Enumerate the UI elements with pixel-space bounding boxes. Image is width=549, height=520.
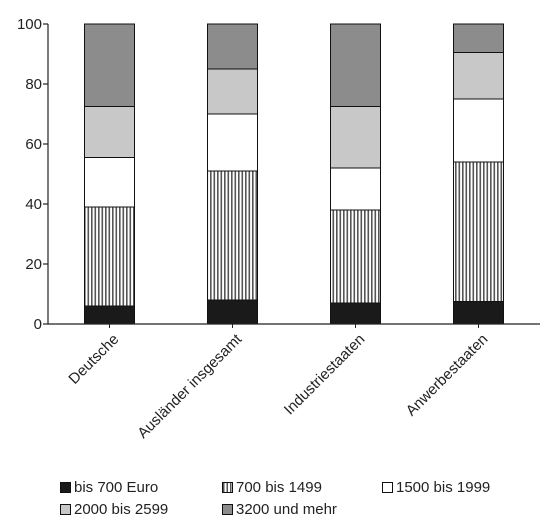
bar-industriestaaten-3200-und-mehr: [330, 23, 381, 107]
bar-deutsche-bis-700-euro: [84, 305, 135, 325]
bar-deutsche-1500-bis-1999: [84, 157, 135, 208]
legend-label-700-1499: 700 bis 1499: [236, 478, 322, 496]
y-axis: 0 20 40 60 80 100: [17, 16, 49, 333]
bar-ausl-nder-insgesamt-700-bis-1499: [207, 170, 258, 301]
legend-swatch-2000-2599: [60, 503, 71, 515]
bar-deutsche-3200-und-mehr: [84, 23, 135, 107]
bar-anwerbestaaten-3200-und-mehr: [453, 23, 504, 53]
legend-item-bis-700: bis 700 Euro: [60, 479, 222, 496]
bar-industriestaaten-1500-bis-1999: [330, 167, 381, 211]
legend-swatch-700-1499: [222, 481, 233, 493]
bar-anwerbestaaten-1500-bis-1999: [453, 98, 504, 163]
legend-swatch-3200-mehr: [222, 503, 233, 515]
bar-ausl-nder-insgesamt-3200-und-mehr: [207, 23, 258, 70]
legend-item-3200-mehr: 3200 und mehr: [222, 501, 382, 518]
legend-swatch-bis-700: [60, 481, 71, 493]
legend: bis 700 Euro 700 bis 1499 1500 bis 1999 …: [60, 476, 540, 520]
bar-anwerbestaaten-700-bis-1499: [453, 161, 504, 302]
y-tick-label-20: 20: [25, 256, 42, 273]
legend-swatch-1500-1999: [382, 481, 393, 493]
bar-ausl-nder-insgesamt-bis-700-euro: [207, 299, 258, 325]
bar-ausl-nder-insgesamt-1500-bis-1999: [207, 113, 258, 172]
x-tick-label-deutsche: Deutsche: [65, 331, 122, 388]
bar-industriestaaten-700-bis-1499: [330, 209, 381, 304]
legend-item-1500-1999: 1500 bis 1999: [382, 479, 540, 496]
legend-row-1: bis 700 Euro 700 bis 1499 1500 bis 1999: [60, 476, 540, 498]
x-tick-label-ausl-nder-insgesamt: Ausländer insgesamt: [134, 330, 246, 442]
bar-industriestaaten-bis-700-euro: [330, 302, 381, 325]
bar-industriestaaten-2000-bis-2599: [330, 106, 381, 169]
y-tick-label-0: 0: [34, 316, 42, 333]
legend-label-2000-2599: 2000 bis 2599: [74, 500, 169, 518]
bar-deutsche-2000-bis-2599: [84, 106, 135, 158]
legend-label-1500-1999: 1500 bis 1999: [396, 478, 491, 496]
y-tick-label-80: 80: [25, 76, 42, 93]
legend-item-700-1499: 700 bis 1499: [222, 479, 382, 496]
y-tick-label-40: 40: [25, 196, 42, 213]
bar-anwerbestaaten-2000-bis-2599: [453, 52, 504, 100]
x-tick-label-anwerbestaaten: Anwerbestaaten: [403, 331, 492, 420]
x-tick-label-industriestaaten: Industriestaaten: [281, 331, 369, 419]
x-axis: Deutsche Ausländer insgesamt Industriestaa…: [48, 323, 540, 442]
bar-ausl-nder-insgesamt-2000-bis-2599: [207, 68, 258, 115]
bar-deutsche-700-bis-1499: [84, 206, 135, 307]
bars: [84, 23, 504, 325]
y-tick-label-60: 60: [25, 136, 42, 153]
legend-item-2000-2599: 2000 bis 2599: [60, 501, 222, 518]
legend-label-3200-mehr: 3200 und mehr: [236, 500, 337, 518]
bar-anwerbestaaten-bis-700-euro: [453, 301, 504, 325]
y-tick-label-100: 100: [17, 16, 42, 33]
legend-row-2: 2000 bis 2599 3200 und mehr: [60, 498, 540, 520]
legend-label-bis-700: bis 700 Euro: [74, 478, 159, 496]
